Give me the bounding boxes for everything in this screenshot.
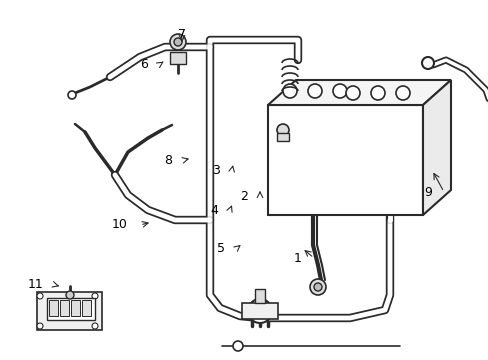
- Circle shape: [307, 84, 321, 98]
- Circle shape: [421, 57, 433, 69]
- Circle shape: [309, 279, 325, 295]
- Text: 6: 6: [140, 58, 148, 71]
- Circle shape: [276, 124, 288, 136]
- Text: 4: 4: [210, 203, 218, 216]
- Circle shape: [170, 34, 185, 50]
- Circle shape: [37, 293, 43, 299]
- Circle shape: [92, 293, 98, 299]
- Bar: [82, 300, 91, 316]
- Bar: [242, 303, 278, 319]
- Text: 1: 1: [293, 252, 302, 265]
- Bar: [254, 289, 264, 303]
- Circle shape: [332, 84, 346, 98]
- Bar: [60, 300, 69, 316]
- Circle shape: [37, 323, 43, 329]
- Circle shape: [395, 86, 409, 100]
- Bar: [37, 292, 102, 330]
- Bar: [49, 300, 58, 316]
- Bar: [276, 133, 288, 141]
- Text: 5: 5: [217, 242, 224, 255]
- Text: 9: 9: [423, 185, 431, 198]
- Text: 7: 7: [178, 28, 185, 41]
- Circle shape: [313, 283, 321, 291]
- Bar: [71, 300, 80, 316]
- Text: 10: 10: [112, 219, 128, 231]
- Text: 2: 2: [240, 189, 247, 202]
- Circle shape: [68, 91, 76, 99]
- Circle shape: [346, 86, 359, 100]
- Text: 8: 8: [163, 153, 172, 166]
- Circle shape: [232, 341, 243, 351]
- Circle shape: [174, 38, 182, 46]
- Circle shape: [92, 323, 98, 329]
- Polygon shape: [422, 80, 450, 215]
- Bar: [170, 52, 185, 64]
- Circle shape: [66, 291, 74, 299]
- Circle shape: [283, 84, 296, 98]
- Polygon shape: [267, 80, 450, 105]
- Circle shape: [370, 86, 384, 100]
- Bar: [47, 298, 95, 320]
- Circle shape: [247, 299, 271, 323]
- Text: 3: 3: [212, 163, 220, 176]
- Text: 11: 11: [27, 279, 43, 292]
- Bar: [267, 105, 422, 215]
